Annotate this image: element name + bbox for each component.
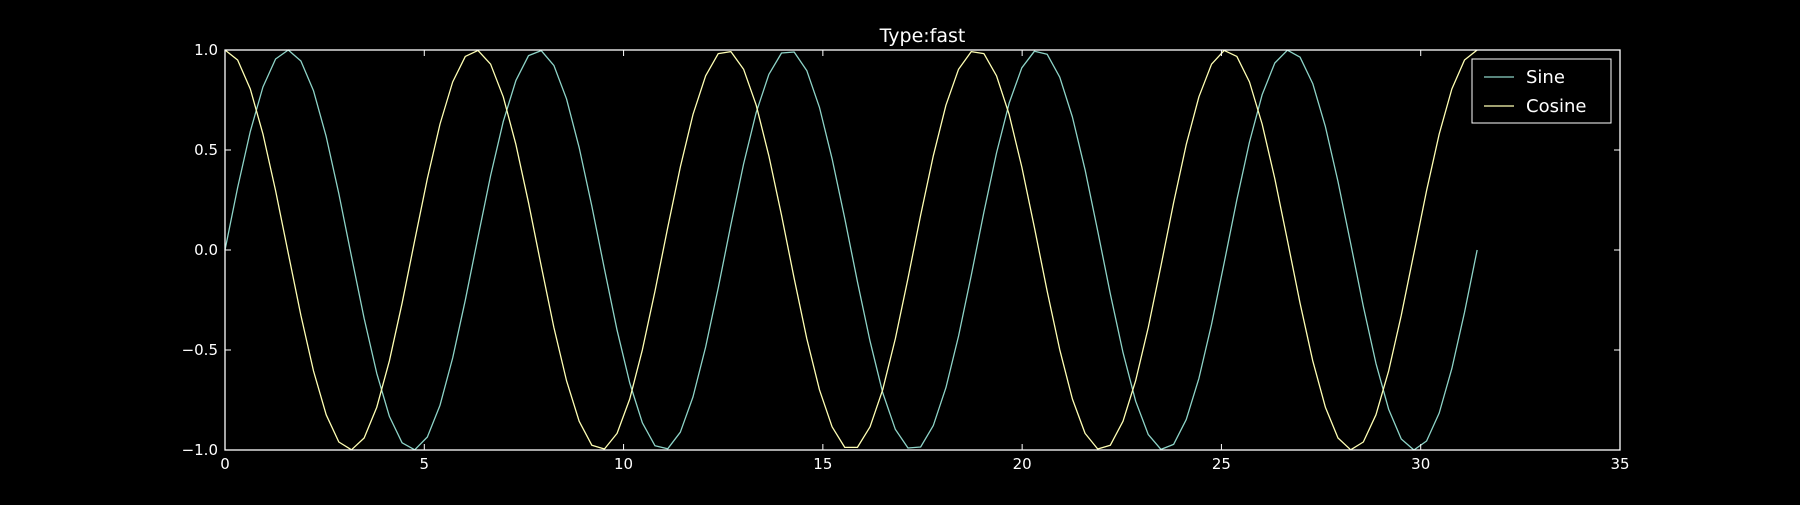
x-tick-label: 15 [813,455,832,473]
legend: Sine Cosine [1471,58,1612,124]
x-tick-label: 10 [614,455,633,473]
legend-label: Sine [1526,67,1565,88]
x-tick-label: 30 [1411,455,1430,473]
y-tick-label: 0.0 [194,241,218,259]
x-tick-label: 20 [1013,455,1032,473]
x-tick-label: 35 [1610,455,1629,473]
series-line-cosine [224,49,1478,451]
x-tick-label: 5 [420,455,430,473]
series-line-sine [224,49,1478,451]
x-tick-label: 25 [1212,455,1231,473]
y-tick-label: 1.0 [194,41,218,59]
y-tick-label: 0.5 [194,141,218,159]
axis-ticks: 0 5 10 15 20 25 30 35 1.0 0.5 0.0 −0.5 −1.0 [182,41,1630,473]
y-tick-label: −0.5 [182,341,218,359]
chart-title: Type:fast [879,25,966,47]
x-tick-label: 0 [220,455,230,473]
series-layer [224,49,1478,451]
y-tick-label: −1.0 [182,441,218,459]
legend-box [1471,58,1612,124]
legend-label: Cosine [1526,96,1586,117]
